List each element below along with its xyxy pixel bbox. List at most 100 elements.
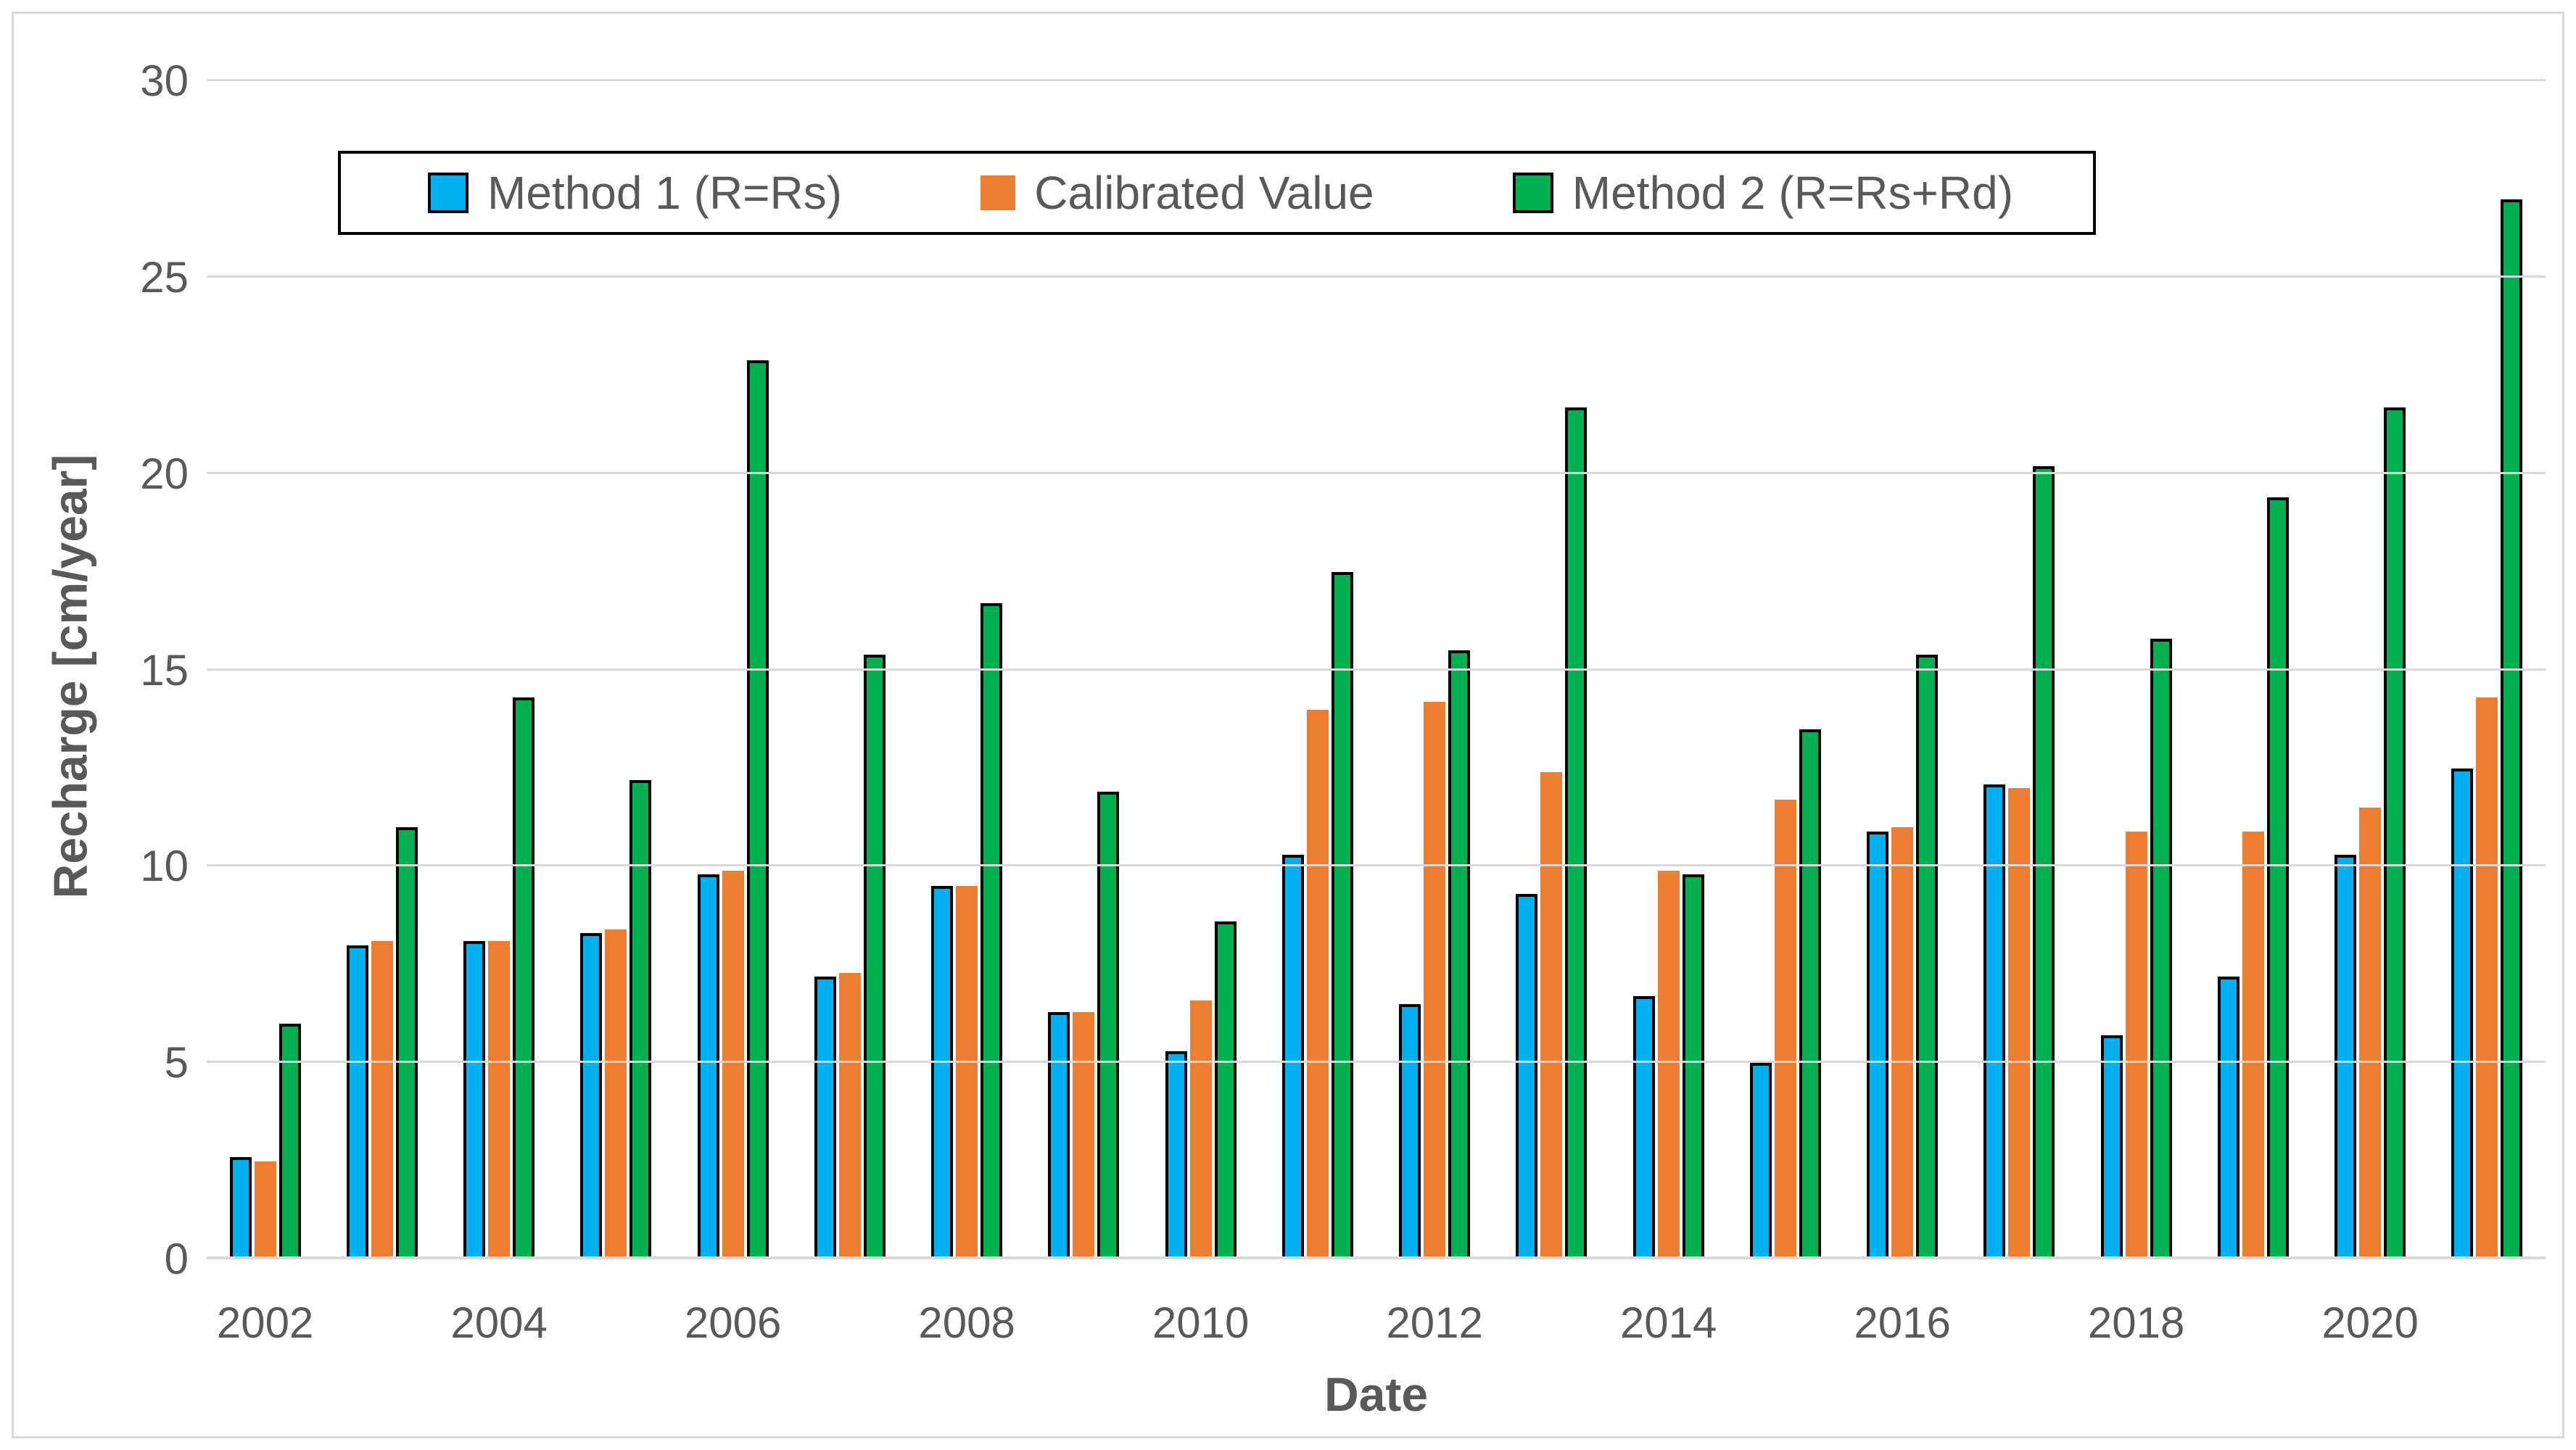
bar-2017-method-2-r-rs-rd (2033, 465, 2055, 1259)
legend-item-calibrated-value: Calibrated Value (981, 170, 1374, 216)
x-tick-label-2007 (791, 1298, 908, 1348)
x-axis-title: Date (1324, 1367, 1429, 1421)
bar-2013-calibrated-value (1540, 772, 1563, 1259)
x-tick-label-2021 (2429, 1298, 2546, 1348)
bar-2014-method-1-r-rs (1632, 996, 1655, 1259)
bar-2007-method-2-r-rs-rd (863, 654, 886, 1259)
bar-group-2005 (558, 81, 674, 1259)
x-tick-label-2019 (2195, 1298, 2311, 1348)
bar-2015-method-1-r-rs (1749, 1063, 1772, 1259)
x-tick-label-2010: 2010 (1152, 1298, 1250, 1347)
bar-2011-method-2-r-rs-rd (1331, 572, 1353, 1259)
bar-2014-calibrated-value (1657, 870, 1680, 1259)
bar-2004-method-2-r-rs-rd (513, 697, 535, 1259)
chart-outer-border (12, 12, 2564, 1438)
bar-group-2014 (1610, 81, 1727, 1259)
gridline-y-30 (207, 79, 2546, 81)
bar-group-2017 (1961, 81, 2078, 1259)
x-tick-label-2015 (1727, 1298, 1844, 1348)
bar-2019-calibrated-value (2242, 831, 2264, 1259)
y-tick-label-15: 15 (140, 645, 189, 695)
x-tick-label-2006: 2006 (684, 1298, 782, 1347)
x-tick-label-2017 (1961, 1298, 2078, 1348)
bar-2006-method-1-r-rs (697, 874, 719, 1259)
bar-2006-method-2-r-rs-rd (746, 360, 769, 1259)
bar-2021-method-1-r-rs (2451, 768, 2474, 1259)
legend-item-method-2: Method 2 (R=Rs+Rd) (1512, 167, 2013, 219)
y-tick-label-20: 20 (140, 449, 189, 498)
bar-group-2013 (1493, 81, 1610, 1259)
bar-2019-method-1-r-rs (2217, 977, 2239, 1259)
bar-2021-method-2-r-rs-rd (2501, 199, 2523, 1259)
x-tick-label-2012: 2012 (1386, 1298, 1483, 1347)
bar-2003-method-2-r-rs-rd (395, 827, 418, 1259)
bar-group-2016 (1844, 81, 1961, 1259)
bar-group-2007 (791, 81, 908, 1259)
bar-2008-method-1-r-rs (931, 886, 954, 1259)
gridline-y-10 (207, 864, 2546, 867)
bar-2013-method-1-r-rs (1516, 894, 1538, 1259)
x-tick-label-2005 (558, 1298, 674, 1348)
y-tick-label-25: 25 (140, 252, 189, 302)
x-tick-label-2004: 2004 (450, 1298, 548, 1347)
legend-label-method-2: Method 2 (R=Rs+Rd) (1572, 167, 2013, 219)
bar-group-2015 (1727, 81, 1844, 1259)
bar-2010-method-1-r-rs (1165, 1051, 1187, 1259)
bar-2003-calibrated-value (371, 941, 393, 1259)
bar-2017-calibrated-value (2008, 788, 2031, 1259)
bar-2016-method-1-r-rs (1867, 831, 1889, 1259)
bar-2007-method-1-r-rs (814, 977, 836, 1259)
gridline-y-20 (207, 471, 2546, 474)
bar-2009-method-2-r-rs-rd (1097, 792, 1120, 1259)
bar-2019-method-2-r-rs-rd (2266, 497, 2289, 1259)
x-tick-label-2014: 2014 (1619, 1298, 1717, 1347)
x-tick-label-2008: 2008 (918, 1298, 1015, 1347)
bar-2002-calibrated-value (254, 1161, 276, 1259)
bar-2005-calibrated-value (605, 929, 627, 1259)
bar-group-2011 (1259, 81, 1376, 1259)
bar-group-2002 (207, 81, 323, 1259)
legend-swatch-method-1 (428, 173, 468, 213)
bar-2014-method-2-r-rs-rd (1682, 874, 1704, 1259)
x-tick-label-2016: 2016 (1854, 1298, 1951, 1347)
bar-2013-method-2-r-rs-rd (1565, 407, 1588, 1259)
bar-2009-calibrated-value (1073, 1011, 1095, 1259)
plot-area (207, 79, 2546, 1259)
legend-swatch-calibrated-value (981, 175, 1016, 210)
bar-2010-method-2-r-rs-rd (1214, 921, 1237, 1259)
y-tick-label-0: 0 (164, 1235, 189, 1283)
bar-group-2021 (2429, 81, 2546, 1259)
y-tick-label-10: 10 (140, 842, 189, 891)
bar-group-2003 (323, 81, 440, 1259)
bar-2011-method-1-r-rs (1281, 855, 1304, 1259)
bar-2018-method-2-r-rs-rd (2150, 639, 2172, 1259)
bar-2005-method-2-r-rs-rd (629, 780, 652, 1259)
legend-label-calibrated-value: Calibrated Value (1034, 167, 1374, 219)
x-tick-label-2003 (323, 1298, 440, 1348)
gridline-y-5 (207, 1061, 2546, 1064)
x-tick-label-2009 (1025, 1298, 1142, 1348)
legend-item-method-1: Method 1 (R=Rs) (428, 170, 842, 216)
bars-row (207, 81, 2546, 1259)
bar-group-2019 (2195, 81, 2311, 1259)
y-axis-tick-labels: 0 5 10 15 20 25 30 (80, 59, 189, 1281)
bar-2009-method-1-r-rs (1048, 1011, 1070, 1259)
y-tick-label-5: 5 (164, 1038, 189, 1088)
bar-2015-method-2-r-rs-rd (1799, 729, 1821, 1259)
bar-2002-method-2-r-rs-rd (278, 1024, 301, 1259)
bar-group-2006 (674, 81, 791, 1259)
bar-2016-method-2-r-rs-rd (1916, 654, 1939, 1259)
bar-2011-calibrated-value (1306, 709, 1329, 1259)
bar-group-2004 (441, 81, 558, 1259)
x-tick-label-2020: 2020 (2321, 1298, 2419, 1347)
bar-2021-calibrated-value (2476, 697, 2498, 1259)
bar-group-2008 (909, 81, 1025, 1259)
y-tick-label-30: 30 (140, 57, 189, 105)
bar-group-2020 (2312, 81, 2429, 1259)
bar-2007-calibrated-value (838, 972, 861, 1259)
bar-2010-calibrated-value (1189, 1000, 1212, 1259)
bar-2008-method-2-r-rs-rd (981, 603, 1003, 1259)
x-tick-label-2002: 2002 (216, 1298, 314, 1347)
bar-2005-method-1-r-rs (580, 933, 603, 1259)
